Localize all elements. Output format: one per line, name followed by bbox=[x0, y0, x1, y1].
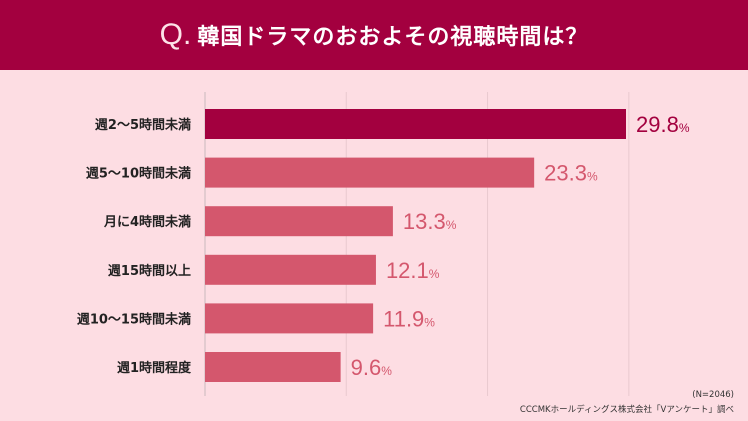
unit-label: % bbox=[424, 315, 435, 329]
data-label: 9.6% bbox=[351, 355, 393, 380]
title-banner: Q. 韓国ドラマのおおよその視聴時間は？ bbox=[0, 0, 748, 70]
bar bbox=[205, 303, 374, 334]
unit-label: % bbox=[381, 364, 392, 378]
bar bbox=[205, 206, 393, 237]
chart-title: 韓国ドラマのおおよその視聴時間は？ bbox=[197, 25, 589, 50]
source-note: CCCMKホールディングス株式会社「Vアンケート」調べ bbox=[519, 405, 734, 415]
unit-label: % bbox=[587, 170, 598, 184]
data-label: 23.3% bbox=[544, 161, 598, 186]
unit-label: % bbox=[679, 121, 690, 135]
category-label: 週1時間程度 bbox=[117, 360, 192, 376]
data-label: 11.9% bbox=[383, 306, 435, 331]
category-label: 月に4時間未満 bbox=[103, 214, 191, 230]
bar bbox=[205, 109, 626, 139]
category-label: 週10～15時間未満 bbox=[77, 311, 191, 327]
q-mark: Q. bbox=[159, 18, 192, 51]
unit-label: % bbox=[446, 218, 457, 232]
category-label: 週15時間以上 bbox=[108, 263, 191, 279]
bar bbox=[205, 157, 535, 188]
bar bbox=[205, 352, 341, 382]
sample-size: (N=2046) bbox=[692, 390, 734, 400]
category-label: 週5～10時間未満 bbox=[86, 166, 191, 182]
data-label: 29.8% bbox=[636, 112, 690, 137]
data-label: 12.1% bbox=[386, 258, 440, 283]
bar bbox=[205, 254, 376, 285]
category-label: 週2～5時間未満 bbox=[95, 117, 191, 133]
unit-label: % bbox=[429, 267, 440, 281]
data-label: 13.3% bbox=[403, 209, 457, 234]
